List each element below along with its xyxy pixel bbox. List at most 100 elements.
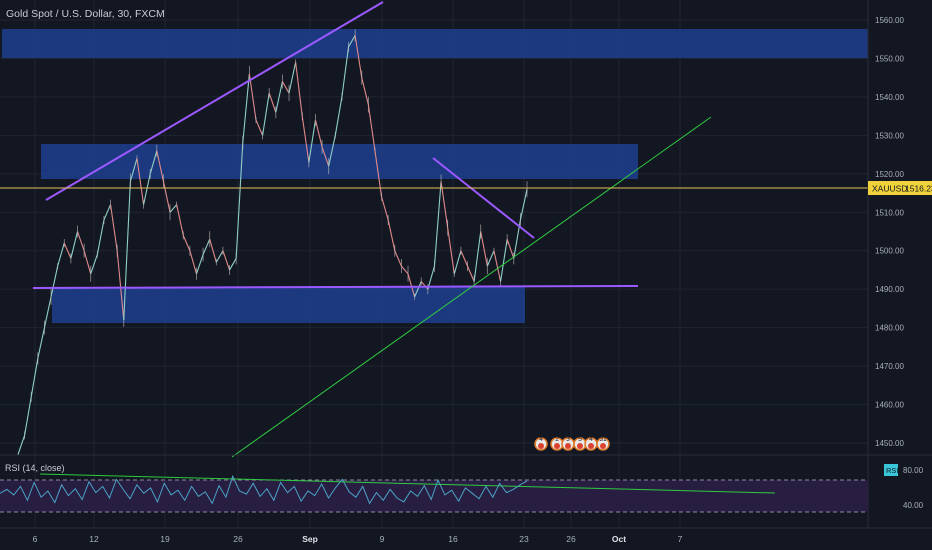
price-segment xyxy=(83,250,92,274)
rsi-label[interactable]: RSI (14, close) xyxy=(5,463,65,473)
event-marker[interactable]: 2 xyxy=(550,436,564,451)
price-series-group xyxy=(17,29,528,455)
price-segment xyxy=(334,96,343,136)
price-segment xyxy=(50,265,59,297)
price-segment xyxy=(314,119,323,148)
price-segment xyxy=(407,273,416,298)
price-segment xyxy=(387,219,396,251)
price-axis[interactable]: 1560.00 1550.00 1540.00 1530.00 1520.00 1510.… xyxy=(875,16,904,448)
price-segment xyxy=(493,250,502,282)
price-segment xyxy=(473,231,482,282)
price-segment xyxy=(348,35,356,48)
price-segment xyxy=(17,435,26,455)
event-marker-label: 31 xyxy=(599,436,607,443)
rsi-band xyxy=(0,480,868,512)
price-segment xyxy=(123,181,131,320)
price-segment xyxy=(308,119,317,163)
event-marker-label: 4 xyxy=(589,436,593,443)
event-marker-label: 4 xyxy=(539,436,543,443)
x-tick-label: 26 xyxy=(233,534,243,544)
ascending-trend-line[interactable] xyxy=(231,116,712,458)
price-segment xyxy=(116,250,125,320)
price-tag[interactable]: XAUUSD 1516.23 xyxy=(868,181,932,195)
price-segment xyxy=(288,62,297,94)
price-segment xyxy=(63,242,72,259)
price-segment xyxy=(381,196,389,221)
symbol-title[interactable]: Gold Spot / U.S. Dollar, 30, FXCM xyxy=(6,8,165,20)
price-segment xyxy=(486,250,495,267)
price-segment xyxy=(195,254,204,274)
price-segment xyxy=(162,181,171,213)
price-segment xyxy=(374,150,383,197)
event-marker-label: 5 xyxy=(578,436,582,443)
price-segment xyxy=(209,239,217,263)
price-segment xyxy=(57,242,65,267)
price-segment xyxy=(176,204,184,236)
event-marker[interactable]: 4 xyxy=(584,436,598,451)
channel-upper-line[interactable] xyxy=(45,1,384,201)
price-segment xyxy=(110,204,118,251)
price-segment xyxy=(43,296,52,328)
rsi-level-40: 40.00 xyxy=(903,501,924,510)
price-segment xyxy=(143,173,151,205)
event-marker[interactable]: 3 xyxy=(561,436,575,451)
price-segment xyxy=(394,250,402,267)
x-tick-label: 9 xyxy=(380,534,385,544)
x-tick-label: 19 xyxy=(160,534,170,544)
rsi-trend-line[interactable] xyxy=(39,473,776,494)
price-segment xyxy=(427,265,435,290)
price-segment xyxy=(169,204,178,213)
price-segment xyxy=(506,239,515,259)
price-segment xyxy=(202,238,211,255)
y-tick-label: 1550.00 xyxy=(875,54,904,63)
y-tick-label: 1500.00 xyxy=(875,247,904,256)
price-segment xyxy=(235,143,244,259)
price-segment xyxy=(400,265,409,275)
price-segment xyxy=(242,73,250,144)
resistance-zone-top[interactable] xyxy=(2,29,868,58)
price-segment xyxy=(341,46,350,97)
descending-trend-line[interactable] xyxy=(432,157,535,239)
price-segment xyxy=(480,231,488,267)
svg-text:RSI: RSI xyxy=(886,466,899,475)
price-segment xyxy=(500,239,508,282)
event-marker[interactable]: 4 xyxy=(534,436,548,451)
y-tick-label: 1520.00 xyxy=(875,170,904,179)
x-tick-label: 16 xyxy=(448,534,458,544)
price-segment xyxy=(156,150,164,182)
price-segment xyxy=(136,158,145,205)
horizontal-support-line[interactable] xyxy=(32,285,639,289)
price-segment xyxy=(460,250,469,267)
price-tag-value: 1516.23 xyxy=(905,184,932,194)
rsi-line[interactable] xyxy=(0,474,528,505)
x-tick-label: Sep xyxy=(302,534,318,544)
event-marker[interactable]: 5 xyxy=(573,436,587,451)
x-tick-label: 7 xyxy=(678,534,683,544)
support-zone[interactable] xyxy=(52,287,525,323)
chart-grid xyxy=(0,0,868,528)
price-segment xyxy=(222,250,231,271)
price-segment xyxy=(24,396,32,436)
price-segment xyxy=(519,189,528,221)
price-segment xyxy=(70,231,79,259)
price-segment xyxy=(275,81,283,113)
price-segment xyxy=(433,181,442,267)
y-tick-label: 1490.00 xyxy=(875,285,904,294)
time-axis[interactable]: 6 12 19 26 Sep 9 16 23 26 Oct 7 xyxy=(33,534,683,544)
resistance-zone-mid[interactable] xyxy=(41,144,638,179)
event-marker[interactable]: 31 xyxy=(596,436,610,451)
price-segment xyxy=(295,62,303,117)
event-markers[interactable]: 4 2 3 5 4 31 xyxy=(534,436,610,451)
price-tag-symbol: XAUUSD xyxy=(872,184,907,194)
rsi-badge[interactable]: RSI xyxy=(884,464,899,476)
y-tick-label: 1530.00 xyxy=(875,131,904,140)
price-segment xyxy=(447,227,455,274)
price-segment xyxy=(414,281,422,298)
x-tick-label: 6 xyxy=(33,534,38,544)
price-segment xyxy=(328,135,336,167)
price-segment xyxy=(229,258,237,271)
price-segment xyxy=(440,181,449,228)
x-tick-label: Oct xyxy=(612,534,626,544)
